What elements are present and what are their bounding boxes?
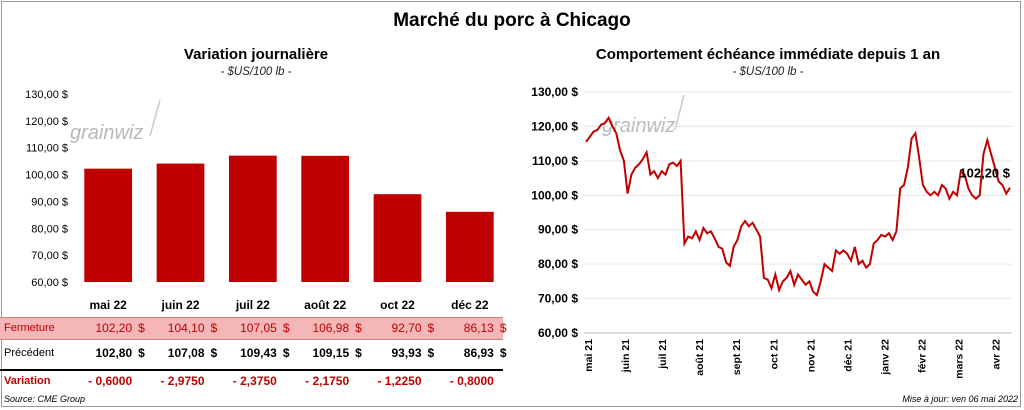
table-cell-unit: $ [355,321,362,335]
x-tick-label: juil 21 [657,339,669,370]
table-cell-unit: $ [210,346,218,360]
x-category-label: déc 22 [451,298,489,312]
bar [445,211,494,282]
table-cell-value: 106,98 [312,321,350,335]
y-tick-label: 80,00 $ [538,257,578,271]
table-cell-value: - 2,3750 [232,374,277,388]
table-row-variation: Variation - 0,6000 - 2,9750 - 2,3750 - 2,17… [0,369,503,392]
watermark-text: grainwiz [70,122,143,144]
row-label: Précédent [4,347,55,359]
row-label: Variation [4,375,51,387]
price-line [585,115,1011,297]
page-title: Marché du porc à Chicago [393,10,631,31]
table-cell-unit: $ [355,346,362,360]
left-chart-title: Variation journalière [183,46,329,63]
table-cell-unit: $ [499,321,507,335]
y-tick-label: 60,00 $ [31,277,68,289]
table-cell-value: 92,70 [391,321,422,335]
table-cell-value: - 2,9750 [160,374,205,388]
right-chart-unit: - $US/100 lb - [732,66,804,78]
bar [301,155,350,282]
table-cell-unit: $ [138,346,145,360]
x-tick-label: sept 21 [731,339,743,375]
y-tick-label: 110,00 $ [532,154,578,168]
table-cell-unit: $ [499,346,507,360]
bar [228,155,277,282]
y-tick-label: 130,00 $ [531,85,578,99]
table-cell-value: - 0,8000 [449,374,494,388]
grainwiz-watermark: grainwiz [70,99,161,144]
bar [373,194,422,282]
y-tick-label: 120,00 $ [531,119,578,133]
table-cell-value: 104,10 [167,321,205,335]
y-tick-label: 120,00 $ [25,116,68,128]
table-cell-unit: $ [427,346,435,360]
y-tick-label: 70,00 $ [31,250,68,262]
bar [156,163,205,282]
table-cell-value: 107,05 [240,321,277,335]
table-cell-value: 86,93 [463,346,494,360]
table-cell-value: 86,13 [463,321,494,335]
table-cell-unit: $ [427,321,435,335]
table-cell-value: 102,20 [95,321,133,335]
x-tick-label: janv 22 [879,339,891,376]
y-tick-label: 130,00 $ [25,89,68,101]
table-cell-value: - 1,2250 [377,374,422,388]
x-tick-label: mars 22 [954,339,966,379]
x-tick-label: févr 22 [917,339,929,373]
last-value-label: 102,20 $ [959,166,1010,181]
x-category-label: août 22 [304,298,346,312]
update-date: Mise à jour: ven 06 mai 2022 [902,394,1018,404]
y-tick-label: 100,00 $ [531,188,578,202]
table-cell-unit: $ [210,321,218,335]
table-row-precedent: Précédent 102,80 $107,08 $109,43 $109,15 $93… [0,343,507,364]
x-category-label: oct 22 [380,298,415,312]
table-cell-value: 109,15 [312,346,350,360]
table-cell-value: 102,80 [95,346,133,360]
left-chart-unit: - $US/100 lb - [220,66,292,78]
x-tick-label: avr 22 [991,339,1003,370]
y-tick-label: 100,00 $ [25,170,68,182]
table-row-fermeture: Fermeture 102,20 $104,10 $107,05 $106,98 $92… [0,317,507,340]
right-line-chart: grainwiz 60,00 $70,00 $80,00 $90,00 $100… [531,85,1012,379]
table-cell-value: - 0,6000 [88,374,133,388]
x-tick-label: août 21 [694,339,706,376]
bar [84,168,133,282]
table-cell-unit: $ [282,321,290,335]
row-label: Fermeture [4,322,55,334]
x-category-label: juin 22 [160,298,199,312]
x-category-label: juil 22 [235,298,270,312]
x-tick-label: juin 21 [620,339,632,373]
y-tick-label: 90,00 $ [538,223,578,237]
table-cell-value: - 2,1750 [305,374,350,388]
table-cell-value: 93,93 [391,346,422,360]
x-category-label: mai 22 [89,298,127,312]
table-cell-value: 107,08 [167,346,205,360]
table-cell-value: 109,43 [240,346,277,360]
y-tick-label: 60,00 $ [538,326,578,340]
table-cell-unit: $ [138,321,145,335]
watermark-stroke [149,99,161,137]
right-chart-title: Comportement échéance immédiate depuis 1… [595,46,941,63]
y-tick-label: 80,00 $ [31,223,68,235]
source-note: Source: CME Group [4,394,86,404]
y-tick-label: 90,00 $ [31,196,68,208]
x-tick-label: oct 21 [768,339,780,370]
x-tick-label: nov 21 [805,339,817,372]
x-tick-label: déc 21 [842,339,854,372]
y-tick-label: 70,00 $ [538,292,578,306]
table-cell-unit: $ [282,346,290,360]
x-tick-label: mai 21 [583,339,595,372]
watermark-stroke [674,94,685,131]
left-bar-chart: grainwiz 60,00 $ 70,00 $ 80,00 $ 90,00 $ 100… [25,89,494,312]
y-tick-label: 110,00 $ [26,143,68,155]
